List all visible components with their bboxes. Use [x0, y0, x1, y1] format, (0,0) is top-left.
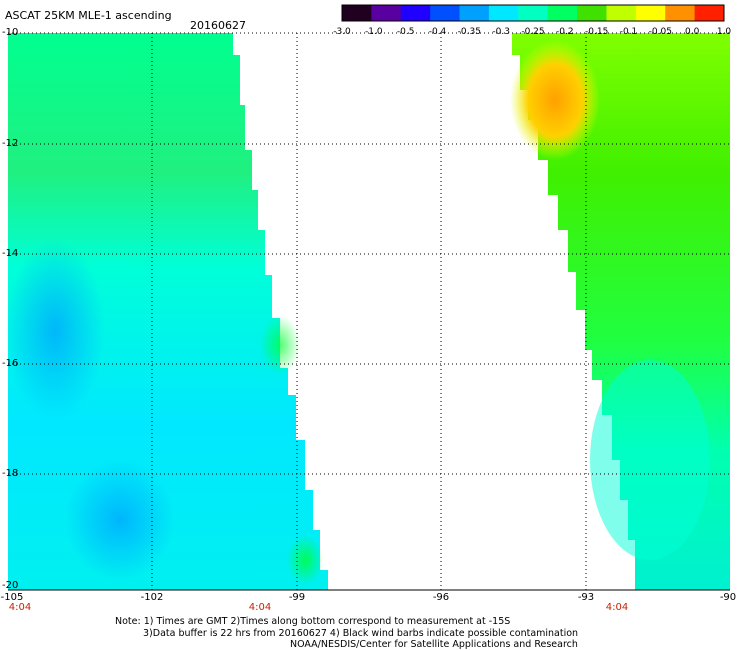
lon-label: -99 — [288, 592, 306, 603]
left-blue-patch-lower — [65, 460, 175, 580]
colorbar-border — [341, 4, 725, 22]
colorbar-swatch — [635, 5, 666, 21]
left-green-patch-lower — [287, 535, 323, 585]
note-line-1: Note: 1) Times are GMT 2)Times along bot… — [115, 616, 511, 627]
left-blue-patch — [5, 240, 105, 420]
colorbar-tick-label: -0.15 — [585, 27, 609, 37]
colorbar-swatch — [665, 5, 696, 21]
colorbar-swatch — [547, 5, 578, 21]
colorbar-swatch — [342, 5, 372, 21]
pass-time-label: 4:04 — [605, 602, 629, 613]
lon-label: -105 — [0, 592, 24, 603]
map-date: 20160627 — [190, 19, 246, 32]
colorbar-swatch — [430, 5, 461, 21]
pass-time-label: 4:04 — [8, 602, 32, 613]
colorbar-tick-label: -0.3 — [492, 27, 510, 37]
note-line-3: NOAA/NESDIS/Center for Satellite Applica… — [290, 639, 578, 650]
lon-label: -102 — [140, 592, 164, 603]
colorbar-swatch — [400, 5, 431, 21]
colorbar-tick-label: -0.05 — [648, 27, 672, 37]
colorbar — [341, 4, 725, 22]
lat-label: -14 — [2, 248, 19, 259]
colorbar-tick-label: 0.0 — [684, 27, 700, 37]
right-cyan-patch — [590, 360, 710, 560]
lon-label: -90 — [719, 592, 737, 603]
colorbar-swatch — [459, 5, 490, 21]
colorbar-swatch — [694, 5, 725, 21]
right-orange-patch — [510, 40, 600, 160]
lat-label: -12 — [2, 138, 19, 149]
colorbar-tick-label: -3.0 — [333, 27, 351, 37]
lat-label: -18 — [2, 468, 19, 479]
colorbar-swatch — [488, 5, 519, 21]
lat-label: -16 — [2, 358, 19, 369]
lat-label: -20 — [2, 580, 19, 591]
lon-label: -96 — [432, 592, 450, 603]
map-title: ASCAT 25KM MLE-1 ascending — [5, 9, 172, 22]
left-swath — [8, 33, 328, 590]
colorbar-tick-label: -0.35 — [457, 27, 481, 37]
colorbar-tick-label: -0.2 — [556, 27, 574, 37]
colorbar-swatch — [606, 5, 637, 21]
pass-time-label: 4:04 — [248, 602, 272, 613]
colorbar-swatch — [518, 5, 549, 21]
colorbar-tick-label: -0.5 — [396, 27, 415, 37]
lat-label: -10 — [2, 27, 19, 38]
colorbar-swatch — [371, 5, 402, 21]
colorbar-swatch — [577, 5, 607, 21]
colorbar-tick-label: -0.4 — [428, 27, 447, 37]
lon-label: -93 — [577, 592, 595, 603]
left-green-patch — [260, 315, 300, 375]
note-line-2: 3)Data buffer is 22 hrs from 20160627 4)… — [143, 628, 579, 639]
colorbar-tick-label: -1.0 — [365, 27, 383, 37]
colorbar-tick-label: 1.0 — [716, 27, 732, 37]
colorbar-tick-label: -0.1 — [619, 27, 638, 37]
lat-lon-grid — [8, 32, 730, 590]
colorbar-tick-label: -0.25 — [521, 27, 545, 37]
